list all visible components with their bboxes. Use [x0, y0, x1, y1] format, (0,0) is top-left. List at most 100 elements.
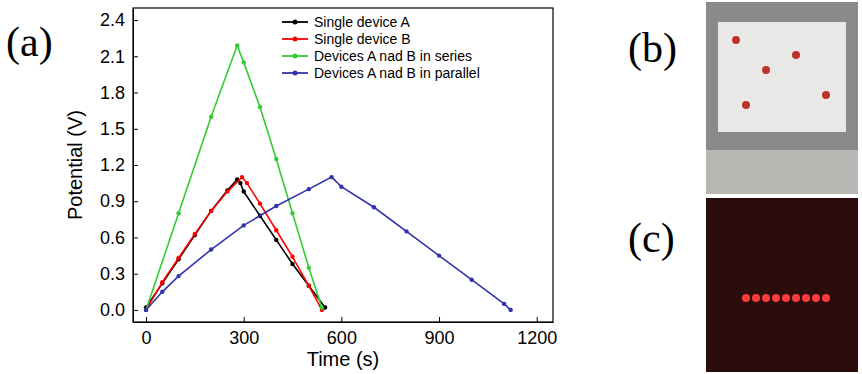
series-marker: [502, 302, 506, 306]
series-marker: [258, 201, 262, 205]
photo-c: [706, 198, 858, 372]
y-tick-label: 0.0: [100, 300, 125, 320]
y-tick-mark: [133, 56, 138, 57]
y-tick: 0.9: [100, 191, 138, 211]
series-marker: [245, 181, 249, 185]
y-tick: 0.0: [100, 300, 138, 320]
photo-clip: [742, 101, 750, 109]
panel-label: (c): [628, 215, 675, 262]
panel-label: (a): [6, 19, 53, 66]
x-tick-mark: [146, 317, 147, 322]
y-tick-label: 1.5: [100, 119, 125, 139]
x-tick-mark: [341, 317, 342, 322]
x-axis: 0 300 600 900 1200: [134, 317, 558, 348]
series-marker: [241, 189, 245, 193]
y-tick: 1.2: [100, 155, 138, 175]
photo-board: [718, 22, 846, 132]
series-marker: [176, 211, 180, 215]
series-marker: [193, 232, 197, 236]
x-axis-line: [134, 322, 554, 323]
y-tick-mark: [133, 310, 138, 311]
series-marker: [307, 265, 311, 269]
series-marker: [290, 262, 294, 266]
legend-label: Single device A: [314, 14, 410, 30]
legend-item: Devices A nad B in series: [282, 48, 472, 64]
legend-item: Single device B: [282, 31, 411, 47]
series-marker: [372, 205, 376, 209]
y-tick-label: 0.9: [100, 191, 125, 211]
y-tick-mark: [133, 129, 138, 130]
series-line: [146, 177, 511, 310]
y-axis-title: Potential (V): [64, 110, 86, 220]
series-marker: [274, 157, 278, 161]
legend-label: Single device B: [314, 31, 411, 47]
series-marker: [404, 229, 408, 233]
x-tick-label: 0: [142, 328, 152, 348]
series-marker: [241, 223, 245, 227]
series-line: [146, 177, 322, 310]
y-tick-mark: [133, 93, 138, 94]
y-axis: 0.00.30.60.91.21.51.82.12.4: [100, 9, 138, 323]
y-tick: 0.6: [100, 228, 138, 248]
legend-marker: [293, 20, 298, 25]
plot-frame: [133, 8, 553, 322]
x-tick-mark: [439, 317, 440, 322]
y-tick-label: 0.6: [100, 228, 125, 248]
x-tick: 900: [425, 317, 455, 348]
y-tick-label: 1.8: [100, 83, 125, 103]
y-tick-label: 2.4: [100, 10, 125, 30]
legend-item: Devices A nad B in parallel: [282, 65, 480, 81]
photo-table: [706, 150, 858, 194]
x-tick-mark: [537, 317, 538, 322]
x-tick: 600: [327, 317, 357, 348]
series-marker: [307, 187, 311, 191]
series-marker: [339, 185, 343, 189]
series-marker: [307, 284, 311, 288]
plot-marks: [144, 43, 513, 312]
y-tick: 1.8: [100, 83, 138, 103]
series-marker: [240, 175, 244, 179]
panel-label: (b): [628, 25, 677, 72]
series-line: [146, 45, 322, 309]
series-marker: [176, 274, 180, 278]
series-marker: [274, 204, 278, 208]
photo-led: [772, 294, 780, 302]
series-marker: [209, 114, 213, 118]
y-tick-mark: [133, 201, 138, 202]
x-tick-label: 1200: [517, 328, 557, 348]
photo-led: [822, 294, 830, 302]
y-tick: 1.5: [100, 119, 138, 139]
x-axis-title: Time (s): [307, 348, 380, 370]
photo-background: [706, 198, 858, 372]
photo-b: [706, 2, 858, 194]
photo-clip: [762, 66, 770, 74]
photo-led: [812, 294, 820, 302]
series-marker: [160, 280, 164, 284]
photo-clip: [822, 91, 830, 99]
y-tick-mark: [133, 274, 138, 275]
series-marker: [469, 278, 473, 282]
figure: 030060090012000.00.30.60.91.21.51.82.12.…: [0, 0, 862, 374]
series-marker: [144, 308, 148, 312]
series-marker: [144, 308, 148, 312]
series-marker: [160, 290, 164, 294]
legend-item: Single device A: [282, 14, 410, 30]
photo-led: [752, 294, 760, 302]
series-marker: [307, 284, 311, 288]
series-marker: [238, 181, 242, 185]
y-tick-mark: [133, 20, 138, 21]
series-marker: [209, 209, 213, 213]
x-tick-label: 300: [229, 328, 259, 348]
x-tick: 300: [229, 317, 259, 348]
series-marker: [235, 43, 239, 47]
y-tick-mark: [133, 165, 138, 166]
legend: Single device ASingle device BDevices A …: [282, 14, 480, 81]
x-tick: 1200: [517, 317, 557, 348]
series-marker: [209, 209, 213, 213]
x-tick: 0: [142, 317, 152, 348]
series-marker: [508, 308, 512, 312]
series-marker: [274, 228, 278, 232]
series-marker: [329, 175, 333, 179]
series-marker: [258, 105, 262, 109]
photo-led: [802, 294, 810, 302]
